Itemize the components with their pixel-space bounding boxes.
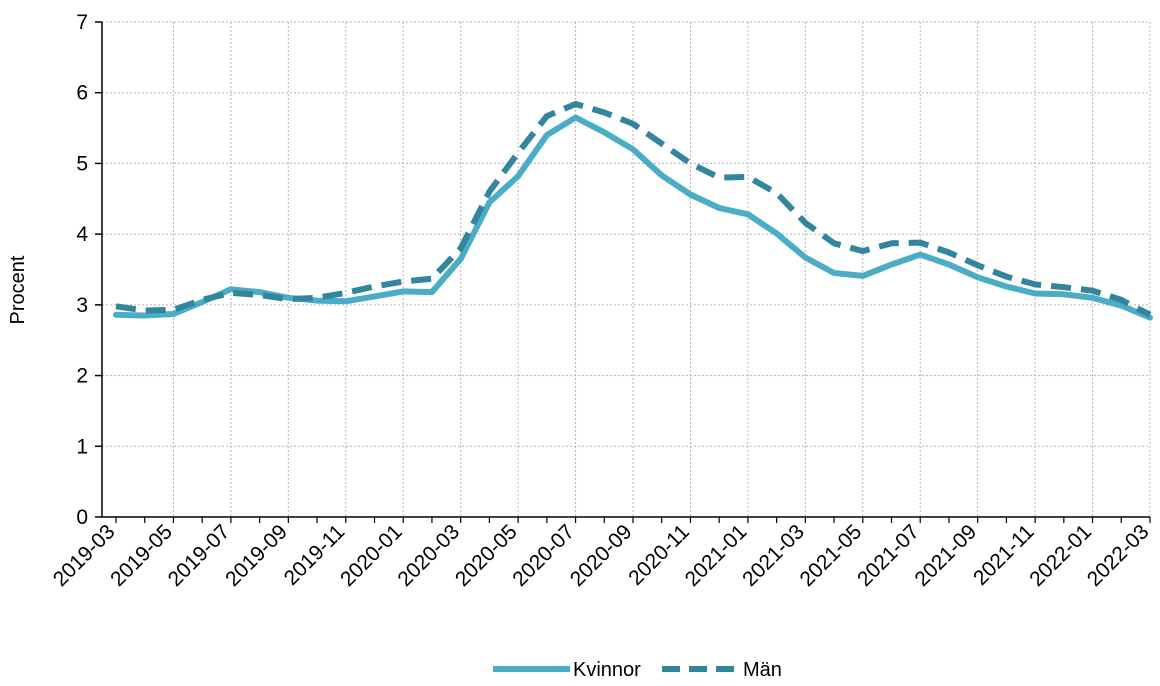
x-tick-label: 2020-01 [336, 520, 407, 591]
y-tick-label: 4 [76, 223, 88, 246]
x-tick-label: 2019-03 [49, 520, 120, 591]
x-tick-label: 2019-05 [106, 520, 177, 591]
x-tick-label: 2021-07 [853, 520, 924, 591]
x-tick-label: 2021-09 [910, 520, 981, 591]
legend-label-kvinnor: Kvinnor [573, 659, 641, 681]
y-tick-label: 5 [76, 152, 88, 175]
x-tick-label: 2019-07 [164, 520, 235, 591]
axes [95, 21, 1151, 523]
series-line-man [115, 101, 1152, 318]
y-tick-label: 3 [76, 294, 88, 317]
x-tick-label: 2020-07 [508, 520, 579, 591]
x-tick-label: 2022-01 [1025, 520, 1096, 591]
y-tick-label: 1 [76, 435, 88, 458]
x-tick-label: 2022-03 [1083, 520, 1154, 591]
x-tick-label: 2021-03 [738, 520, 809, 591]
x-tick-label: 2020-05 [451, 520, 522, 591]
y-tick-label: 7 [76, 11, 88, 34]
legend-label-man: Män [743, 659, 782, 681]
legend: Kvinnor Män [493, 659, 782, 681]
x-tick-label: 2021-05 [796, 520, 867, 591]
x-tick-label: 2020-11 [624, 520, 694, 590]
y-tick-label: 6 [76, 82, 88, 105]
x-tick-label: 2019-09 [221, 520, 292, 591]
series-lines [113, 101, 1153, 321]
series-line-kvinnor [113, 114, 1153, 321]
x-tick-label: 2019-11 [280, 520, 350, 590]
y-tick-label: 2 [76, 365, 88, 388]
grid [102, 21, 1151, 517]
x-tick-label: 2021-01 [681, 520, 752, 591]
y-tick-label: 0 [76, 506, 88, 529]
x-tick-labels: 2019-032019-052019-072019-092019-112020-… [49, 520, 1154, 591]
x-tick-label: 2020-09 [566, 520, 637, 591]
x-tick-label: 2021-11 [969, 520, 1039, 590]
x-tick-label: 2020-03 [393, 520, 464, 591]
y-axis-title: Procent [7, 255, 29, 324]
y-tick-labels: 0 1 2 3 4 5 6 7 [76, 11, 88, 529]
